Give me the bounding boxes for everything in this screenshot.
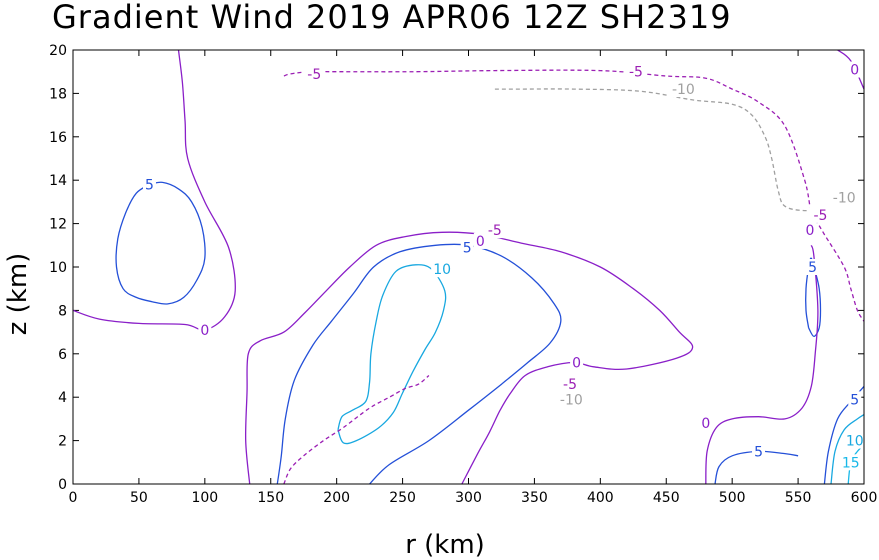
contour-label-bg [555, 391, 587, 408]
contour-label-bg [699, 415, 713, 432]
contour-label: -10 [560, 392, 583, 408]
contour-label-bg [460, 239, 474, 256]
contour-label: 10 [846, 434, 864, 450]
contour-label: -5 [629, 65, 643, 81]
x-tick-label: 600 [851, 490, 878, 506]
contour-label: 0 [200, 323, 209, 339]
contour-label: 5 [808, 260, 817, 276]
contour-label-bg [142, 176, 156, 193]
y-tick-label: 14 [49, 173, 67, 189]
contour-label: 5 [754, 444, 763, 460]
contour-line-0 [244, 231, 694, 485]
x-tick-label: 200 [323, 490, 350, 506]
contour-label: 0 [805, 223, 814, 239]
contour-label: -5 [307, 67, 321, 83]
x-axis-label: r (km) [405, 530, 485, 560]
y-tick-label: 12 [49, 217, 67, 233]
contour-line-10 [337, 264, 447, 445]
contour-label: 0 [572, 355, 581, 371]
x-tick-label: 450 [653, 490, 680, 506]
x-tick-label: 400 [587, 490, 614, 506]
y-tick-label: 4 [58, 390, 67, 406]
x-tick-label: 100 [191, 490, 218, 506]
x-tick-labels: 0 50 100 150 200 250 300 350 400 450 500 550 600 [69, 490, 878, 506]
contour-label-bg [752, 443, 766, 460]
y-tick-label: 6 [58, 347, 67, 363]
contour-label-bg [559, 376, 582, 393]
contour-label-bg [848, 61, 862, 78]
contour-label: 15 [842, 455, 860, 471]
contour-label: 0 [850, 63, 859, 79]
contour-label: -10 [672, 82, 695, 98]
contour-label: 0 [476, 234, 485, 250]
contour-label-bg [570, 354, 584, 371]
y-tick-label: 16 [49, 130, 67, 146]
contour-line-0 [705, 245, 819, 485]
x-tick-label: 150 [257, 490, 284, 506]
y-tick-label: 2 [58, 434, 67, 450]
contour-label-bg [667, 81, 699, 98]
x-tick-label: 350 [521, 490, 548, 506]
x-tick-label: 550 [785, 490, 812, 506]
contour-label-bg [828, 189, 860, 206]
contour-label: 0 [701, 416, 710, 432]
contour-label-bg [431, 261, 454, 278]
y-tick-label: 18 [49, 86, 67, 102]
contour-label-bg [198, 321, 212, 338]
chart-title: Gradient Wind 2019 APR06 12Z SH2319 [52, 0, 732, 36]
contour-label-bg [809, 206, 832, 223]
contour-line-5 [115, 181, 206, 305]
contour-label: -5 [814, 208, 828, 224]
contour-label-bg [624, 63, 647, 80]
y-tick-label: 10 [49, 260, 67, 276]
contour-line-neg5 [283, 374, 430, 485]
x-tick-label: 0 [69, 490, 78, 506]
contour-label: 5 [850, 392, 859, 408]
contour-line-neg10 [494, 88, 832, 212]
y-tick-label: 8 [58, 303, 67, 319]
contour-label-bg [848, 391, 862, 408]
contour-label-bg [806, 259, 820, 275]
contour-label: 5 [145, 178, 154, 194]
x-tick-label: 500 [719, 490, 746, 506]
contour-label-bg [483, 222, 506, 239]
contour-label: -10 [833, 191, 856, 207]
contour-line-5 [276, 243, 562, 485]
contour-label: -5 [563, 377, 577, 393]
contour-label: 10 [433, 262, 451, 278]
axis-ticks [72, 49, 865, 485]
contour-line-10 [830, 414, 865, 485]
x-tick-label: 50 [130, 490, 148, 506]
x-tick-label: 300 [455, 490, 482, 506]
plot-frame [72, 49, 865, 485]
contour-line-0 [837, 49, 865, 90]
contour-label-bg [843, 432, 866, 449]
contour-line-neg5 [283, 69, 865, 322]
y-axis-label: z (km) [3, 253, 33, 336]
contour-label: 5 [463, 240, 472, 256]
contour-label-bg [473, 232, 487, 249]
contour-lines [72, 49, 865, 485]
y-tick-labels: 0 2 4 6 8 10 12 14 16 18 20 [49, 43, 67, 493]
y-tick-label: 0 [58, 477, 67, 493]
contour-label-bg [303, 65, 326, 82]
contour-label-bg [803, 222, 817, 239]
contour-label: -5 [488, 223, 502, 239]
contour-line-0 [72, 49, 236, 331]
x-tick-label: 250 [389, 490, 416, 506]
y-tick-label: 20 [49, 43, 67, 59]
contour-label-bg [839, 454, 862, 471]
contour-line-5 [714, 450, 799, 485]
